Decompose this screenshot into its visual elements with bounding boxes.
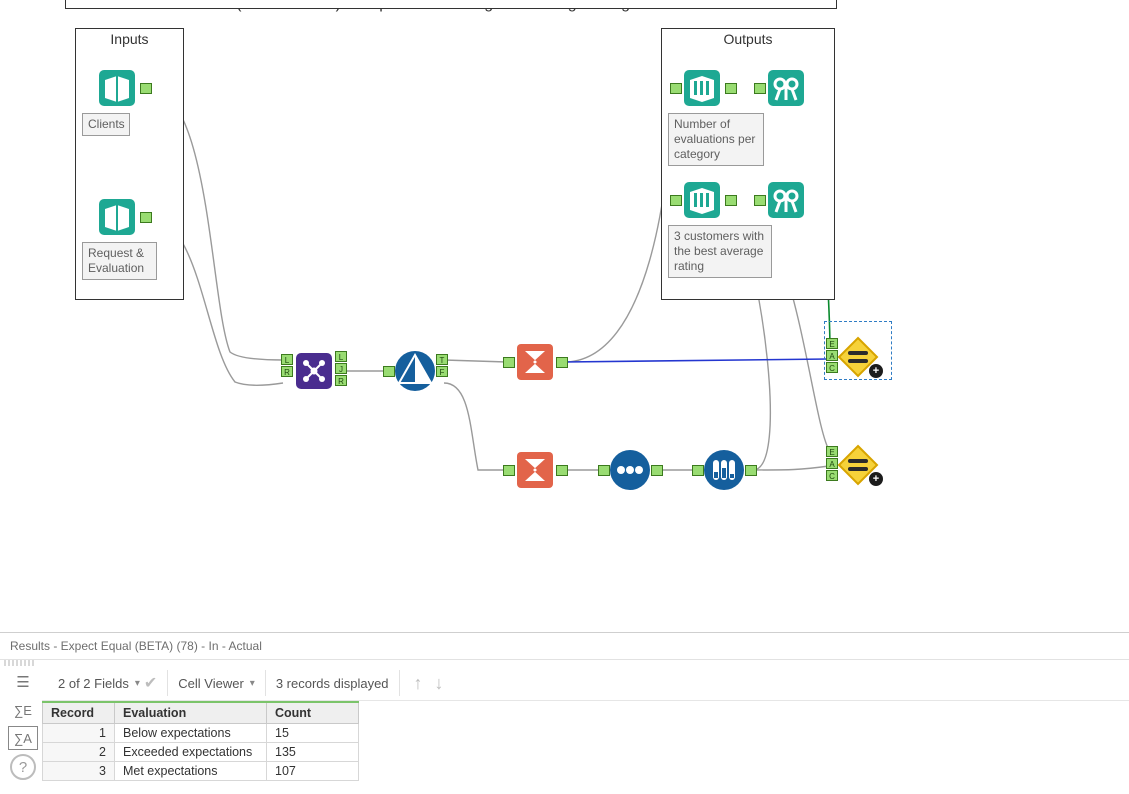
input-label-reqeval: Request & Evaluation	[82, 242, 157, 280]
metadata-view-icon[interactable]: ☰	[8, 670, 38, 694]
fields-summary: 2 of 2 Fields	[58, 676, 129, 691]
anchor-false[interactable]: F	[436, 366, 448, 377]
sample-tool[interactable]	[702, 448, 746, 492]
output-anchor[interactable]	[745, 465, 757, 476]
caret-down-icon: ▾	[135, 678, 140, 689]
results-pane: Results - Expect Equal (BETA) (78) - In …	[0, 632, 1129, 784]
output-tool-top3-customers[interactable]	[680, 178, 724, 222]
table-row[interactable]: 1Below expectations15	[43, 724, 359, 743]
sigma-e-icon[interactable]: ∑E	[8, 698, 38, 722]
check-icon: ✔	[144, 673, 157, 693]
plus-badge-icon[interactable]: +	[869, 364, 883, 378]
output-label-evals: Number of evaluations per category	[668, 113, 764, 166]
results-toolbar: 2 of 2 Fields ▾ ✔ Cell Viewer ▾ 3 record…	[42, 666, 1129, 701]
summarize-tool[interactable]	[513, 340, 557, 384]
output-anchor[interactable]	[140, 83, 152, 94]
input-anchor[interactable]	[754, 195, 766, 206]
inputs-title: Inputs	[76, 29, 183, 49]
output-label-top3: 3 customers with the best average rating	[668, 225, 772, 278]
anchor-left[interactable]: L	[335, 351, 347, 362]
cell-viewer-label: Cell Viewer	[178, 676, 244, 691]
anchor-true[interactable]: T	[436, 354, 448, 365]
results-sidebar: ☰ ∑E ∑A ?	[0, 666, 42, 784]
anchor-join[interactable]: J	[335, 363, 347, 374]
col-count[interactable]: Count	[267, 702, 359, 724]
output-tool-evaluations-per-category[interactable]	[680, 66, 724, 110]
results-table[interactable]: Record Evaluation Count 1Below expectati…	[42, 701, 359, 781]
col-evaluation[interactable]: Evaluation	[115, 702, 267, 724]
join-output-anchors: L J R	[335, 351, 347, 387]
sort-tool[interactable]	[608, 448, 652, 492]
input-tool-clients[interactable]	[95, 66, 139, 110]
nav-down-icon[interactable]: ↓	[431, 673, 448, 694]
input-anchor[interactable]	[670, 195, 682, 206]
filter-output-anchors: T F	[436, 354, 448, 378]
output-anchor[interactable]	[725, 83, 737, 94]
results-title: Results - Expect Equal (BETA) (78) - In …	[0, 633, 1129, 660]
workflow-canvas[interactable]: The three customers ('Professional') who…	[0, 0, 1129, 632]
nav-up-icon[interactable]: ↑	[410, 673, 427, 694]
output-anchor[interactable]	[140, 212, 152, 223]
input-anchor[interactable]	[754, 83, 766, 94]
browse-tool[interactable]	[764, 66, 808, 110]
browse-tool[interactable]	[764, 178, 808, 222]
records-summary: 3 records displayed	[276, 676, 389, 691]
output-anchor[interactable]	[725, 195, 737, 206]
help-icon[interactable]: ?	[10, 754, 36, 780]
input-tool-request-evaluation[interactable]	[95, 195, 139, 239]
summarize-tool[interactable]	[513, 448, 557, 492]
table-row[interactable]: 3Met expectations107	[43, 762, 359, 781]
cell-viewer-dropdown[interactable]: Cell Viewer ▾	[168, 670, 266, 696]
output-anchor[interactable]	[556, 465, 568, 476]
title-container	[65, 0, 837, 9]
fields-dropdown[interactable]: 2 of 2 Fields ▾ ✔	[48, 670, 168, 696]
input-label-clients: Clients	[82, 113, 130, 136]
col-record[interactable]: Record	[43, 702, 115, 724]
output-anchor[interactable]	[651, 465, 663, 476]
sigma-a-icon[interactable]: ∑A	[8, 726, 38, 750]
input-anchor[interactable]	[670, 83, 682, 94]
caret-down-icon: ▾	[250, 678, 255, 689]
filter-tool[interactable]	[393, 349, 437, 393]
output-anchor[interactable]	[556, 357, 568, 368]
plus-badge-icon[interactable]: +	[869, 472, 883, 486]
table-row[interactable]: 2Exceeded expectations135	[43, 743, 359, 762]
join-tool[interactable]	[292, 349, 336, 393]
outputs-title: Outputs	[662, 29, 834, 49]
anchor-right[interactable]: R	[335, 375, 347, 386]
